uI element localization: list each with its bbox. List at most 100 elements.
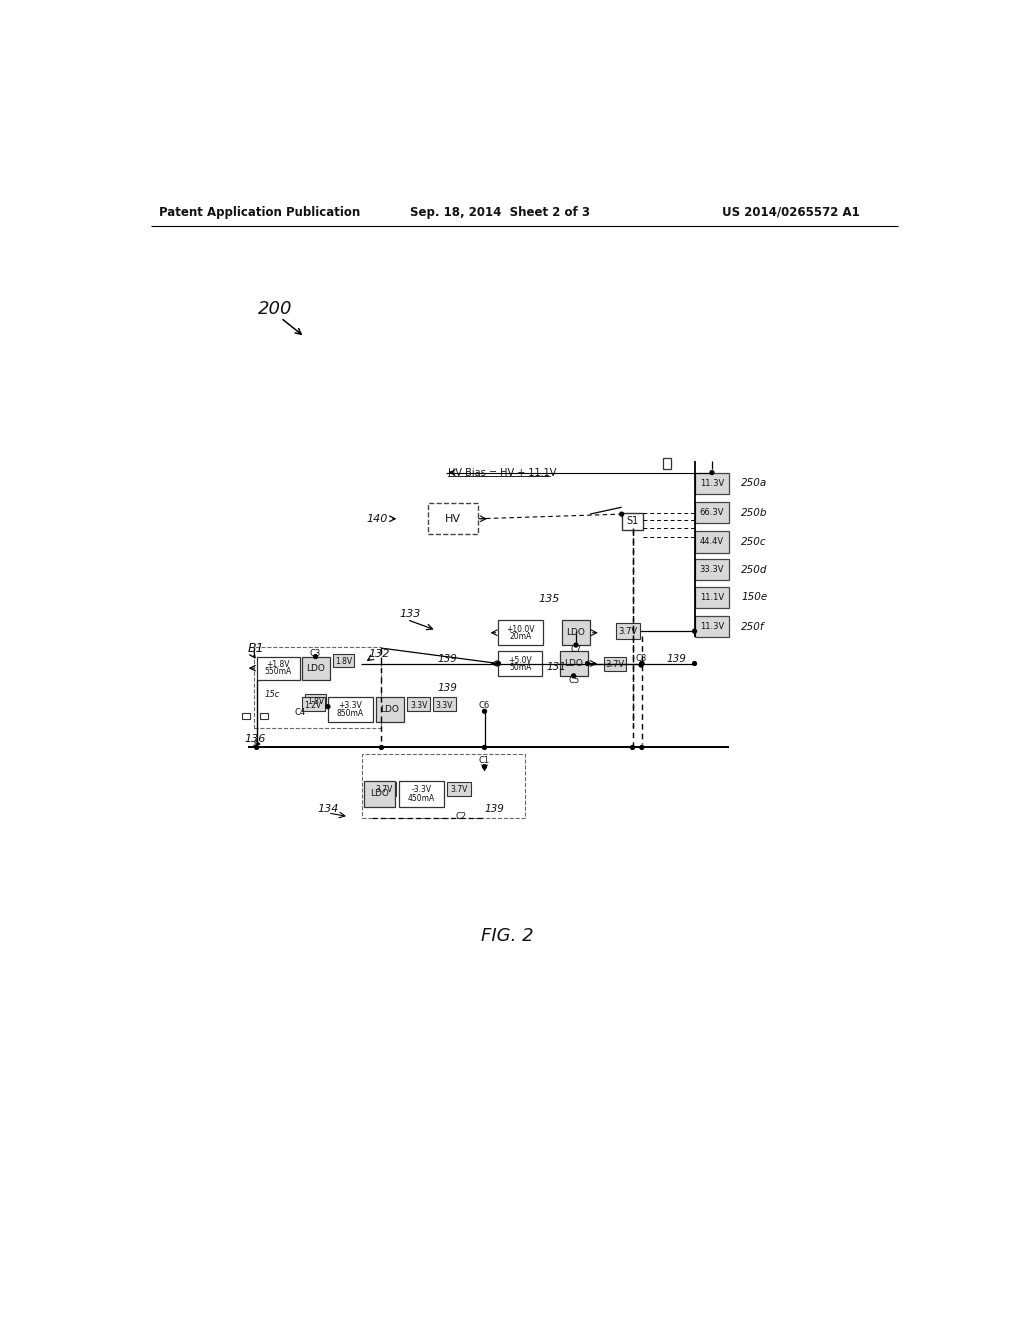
Text: 20mA: 20mA bbox=[510, 632, 532, 642]
FancyBboxPatch shape bbox=[447, 781, 471, 796]
Text: 3.7V: 3.7V bbox=[605, 660, 625, 669]
Text: Patent Application Publication: Patent Application Publication bbox=[159, 206, 360, 219]
Text: 11.3V: 11.3V bbox=[699, 479, 724, 488]
Text: 1.8V: 1.8V bbox=[335, 657, 352, 665]
Circle shape bbox=[571, 675, 575, 677]
Circle shape bbox=[692, 630, 696, 634]
Text: 139: 139 bbox=[438, 684, 458, 693]
Text: 250d: 250d bbox=[741, 565, 768, 574]
FancyBboxPatch shape bbox=[399, 780, 444, 807]
Text: FIG. 2: FIG. 2 bbox=[481, 927, 535, 945]
Circle shape bbox=[574, 643, 578, 647]
FancyBboxPatch shape bbox=[242, 713, 250, 719]
Text: 33.3V: 33.3V bbox=[699, 565, 724, 574]
Text: 150e: 150e bbox=[741, 593, 767, 602]
FancyBboxPatch shape bbox=[560, 651, 588, 676]
Text: C4: C4 bbox=[295, 709, 306, 717]
Text: HV Bias = HV + 11.1V: HV Bias = HV + 11.1V bbox=[449, 467, 556, 478]
Text: 139: 139 bbox=[484, 804, 505, 814]
Circle shape bbox=[482, 746, 486, 750]
Text: 140: 140 bbox=[367, 513, 388, 524]
FancyBboxPatch shape bbox=[407, 697, 430, 711]
FancyBboxPatch shape bbox=[328, 697, 373, 722]
Text: Sep. 18, 2014  Sheet 2 of 3: Sep. 18, 2014 Sheet 2 of 3 bbox=[410, 206, 590, 219]
Text: 250a: 250a bbox=[741, 478, 767, 488]
FancyBboxPatch shape bbox=[694, 473, 729, 494]
Text: 50mA: 50mA bbox=[509, 663, 531, 672]
Text: 136: 136 bbox=[245, 734, 265, 744]
Text: 139: 139 bbox=[438, 653, 458, 664]
Circle shape bbox=[482, 764, 486, 768]
Circle shape bbox=[640, 661, 644, 665]
FancyBboxPatch shape bbox=[562, 620, 590, 645]
Text: LDO: LDO bbox=[371, 789, 389, 799]
Text: 1.2V: 1.2V bbox=[305, 701, 322, 710]
Circle shape bbox=[639, 663, 643, 667]
Text: C5: C5 bbox=[568, 676, 580, 685]
Text: C7: C7 bbox=[570, 645, 582, 655]
Text: LDO: LDO bbox=[306, 664, 325, 673]
FancyBboxPatch shape bbox=[622, 512, 643, 529]
FancyBboxPatch shape bbox=[254, 647, 381, 729]
Text: 3.7V: 3.7V bbox=[451, 785, 468, 795]
Text: 3.3V: 3.3V bbox=[410, 701, 427, 710]
Circle shape bbox=[640, 661, 644, 665]
FancyBboxPatch shape bbox=[333, 655, 354, 667]
Text: 250f: 250f bbox=[741, 622, 765, 631]
Circle shape bbox=[640, 746, 644, 750]
FancyBboxPatch shape bbox=[604, 657, 626, 671]
Text: 250c: 250c bbox=[741, 537, 767, 546]
Text: 134: 134 bbox=[317, 804, 339, 814]
Text: US 2014/0265572 A1: US 2014/0265572 A1 bbox=[722, 206, 859, 219]
FancyBboxPatch shape bbox=[365, 780, 395, 807]
Text: 11.1V: 11.1V bbox=[699, 593, 724, 602]
Circle shape bbox=[380, 746, 383, 750]
FancyBboxPatch shape bbox=[302, 697, 325, 711]
Text: 450mA: 450mA bbox=[409, 793, 435, 803]
Circle shape bbox=[482, 709, 486, 713]
Text: 131: 131 bbox=[547, 661, 566, 672]
Circle shape bbox=[326, 705, 330, 709]
Text: LDO: LDO bbox=[566, 628, 586, 638]
FancyBboxPatch shape bbox=[305, 694, 327, 706]
FancyBboxPatch shape bbox=[663, 458, 671, 469]
Text: +10.0V: +10.0V bbox=[507, 626, 536, 634]
Circle shape bbox=[692, 661, 696, 665]
Circle shape bbox=[313, 655, 317, 659]
Text: C3: C3 bbox=[310, 649, 322, 657]
Text: +1.8V: +1.8V bbox=[266, 660, 290, 669]
Text: C8: C8 bbox=[636, 655, 647, 664]
Text: +3.3V: +3.3V bbox=[339, 701, 362, 710]
FancyBboxPatch shape bbox=[373, 781, 396, 796]
Circle shape bbox=[710, 471, 714, 474]
Text: 139: 139 bbox=[667, 653, 686, 664]
Text: 3.7V: 3.7V bbox=[376, 785, 393, 795]
FancyBboxPatch shape bbox=[499, 651, 542, 676]
Text: HV: HV bbox=[445, 513, 461, 524]
Text: 1.8V: 1.8V bbox=[307, 697, 325, 706]
FancyBboxPatch shape bbox=[694, 531, 729, 553]
Text: LDO: LDO bbox=[564, 659, 583, 668]
Text: 44.4V: 44.4V bbox=[699, 537, 724, 546]
Circle shape bbox=[631, 746, 635, 750]
Text: S1: S1 bbox=[627, 516, 639, 527]
Circle shape bbox=[497, 661, 501, 665]
Circle shape bbox=[620, 512, 624, 516]
Text: B1: B1 bbox=[248, 642, 265, 655]
Text: 133: 133 bbox=[399, 610, 421, 619]
Text: 200: 200 bbox=[258, 300, 293, 318]
FancyBboxPatch shape bbox=[428, 503, 478, 535]
Circle shape bbox=[586, 661, 590, 665]
Text: 135: 135 bbox=[539, 594, 560, 603]
Text: 850mA: 850mA bbox=[337, 709, 364, 718]
Text: +5.0V: +5.0V bbox=[508, 656, 532, 665]
FancyBboxPatch shape bbox=[362, 755, 524, 817]
FancyBboxPatch shape bbox=[302, 656, 330, 680]
Text: 3.7V: 3.7V bbox=[618, 627, 637, 636]
FancyBboxPatch shape bbox=[499, 620, 544, 645]
Text: 11.3V: 11.3V bbox=[699, 622, 724, 631]
FancyBboxPatch shape bbox=[376, 697, 403, 722]
Text: C2: C2 bbox=[456, 812, 467, 821]
FancyBboxPatch shape bbox=[260, 713, 267, 719]
Text: C6: C6 bbox=[479, 701, 490, 710]
